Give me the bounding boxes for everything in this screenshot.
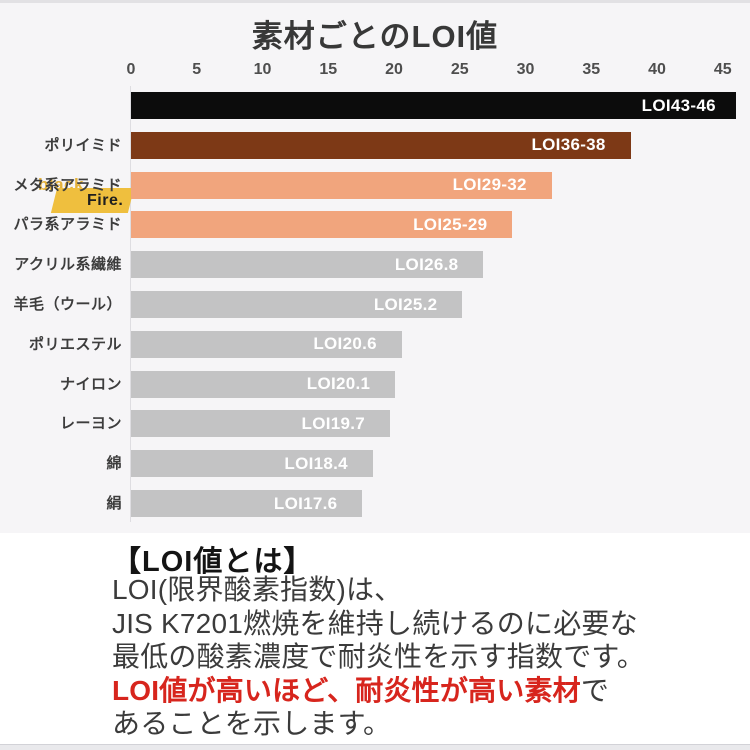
x-axis-tick-label: 0 [126,61,136,78]
category-label: 綿 [106,455,122,473]
bar-value-label: LOI25.2 [373,294,438,314]
bar-ポリイミド: LOI36-38 [131,131,631,159]
bar-ポリエステル: LOI20.6 [131,330,402,358]
bar-value-label: LOI29-32 [452,175,527,195]
bar-value-label: LOI20.1 [306,374,371,394]
description-text: LOI(限界酸素指数)は、 [112,574,403,605]
y-axis-line [130,86,131,522]
category-label: レーヨン [59,415,122,433]
bar-value-label: LOI18.4 [284,453,348,473]
x-axis-tick-label: 10 [253,61,272,78]
category-label: アクリル系繊維 [14,256,122,274]
chart-title: 素材ごとのLOI値 [251,19,499,54]
x-axis-tick-label: 5 [192,61,202,78]
description-heading: 【LOI値とは】 [112,546,314,578]
bar-value-label: LOI25-29 [413,214,488,234]
bar-blackfire: LOI43-46 [131,92,736,119]
category-label-logo-slot: black Fire. [0,92,135,213]
category-label: パラ系アラミド [13,216,122,234]
description-line: LOI(限界酸素指数)は、 [112,573,732,607]
bar-メタ系アラミド: LOI29-32 [131,171,552,199]
category-label: ナイロン [59,375,122,393]
description-text: 最低の酸素濃度で耐炎性を示す指数です。 [112,641,646,672]
bar-羊毛（ウール）: LOI25.2 [131,291,463,318]
bar-レーヨン: LOI19.7 [131,410,391,438]
loi-bar-chart: 素材ごとのLOI値 0 5 10 15 20 25 30 35 40 45 black Fire. L… [0,0,750,522]
description-line: あることを示します。 [112,707,732,741]
x-axis-tick-label: 25 [450,61,469,78]
bar-絹: LOI17.6 [131,490,363,517]
bar-value-label: LOI43-46 [641,95,716,115]
x-axis-tick-label: 40 [648,61,666,78]
category-label: 絹 [106,495,122,512]
category-label: メタ系アラミド [13,176,122,194]
next-section-edge [0,744,750,750]
x-axis-tick-label: 30 [516,61,535,78]
bar-value-label: LOI17.6 [273,493,338,513]
description-line: JIS K7201燃焼を維持し続けるのに必要な [112,607,732,641]
category-label: ポリイミド [44,136,122,154]
description-body: LOI(限界酸素指数)は、 JIS K7201燃焼を維持し続けるのに必要な 最低の酸… [112,573,732,741]
description-line: 最低の酸素濃度で耐炎性を示す指数です。 [112,640,732,674]
bar-value-label: LOI36-38 [531,135,606,155]
top-edge-divider [0,0,750,3]
bar-ナイロン: LOI20.1 [131,370,396,398]
bar-綿: LOI18.4 [131,450,373,478]
description-highlight-text: LOI値が高いほど、耐炎性が高い素材 [112,674,581,706]
bar-アクリル系繊維: LOI26.8 [131,251,484,279]
description-text: JIS K7201燃焼を維持し続けるのに必要な [112,607,638,639]
category-label: 羊毛（ウール） [13,296,122,313]
bar-value-label: LOI20.6 [313,334,377,354]
bar-value-label: LOI26.8 [394,254,459,274]
x-axis-tick-label: 35 [582,61,601,78]
description-text: で [580,674,610,706]
bar-value-label: LOI19.7 [301,413,366,433]
bar-パラ系アラミド: LOI25-29 [131,211,513,239]
x-axis-tick-label: 45 [713,61,732,78]
x-axis-tick-label: 20 [385,61,403,78]
blackfire-logo: black Fire. [33,171,135,215]
x-axis-tick-label: 15 [319,61,338,78]
description-text: あることを示します。 [112,708,392,739]
loi-description-section: 【LOI値とは】 LOI(限界酸素指数)は、 JIS K7201燃焼を維持し続ける… [0,533,750,744]
description-line: LOI値が高いほど、耐炎性が高い素材で [112,674,732,708]
category-label: ポリエステル [28,335,122,353]
